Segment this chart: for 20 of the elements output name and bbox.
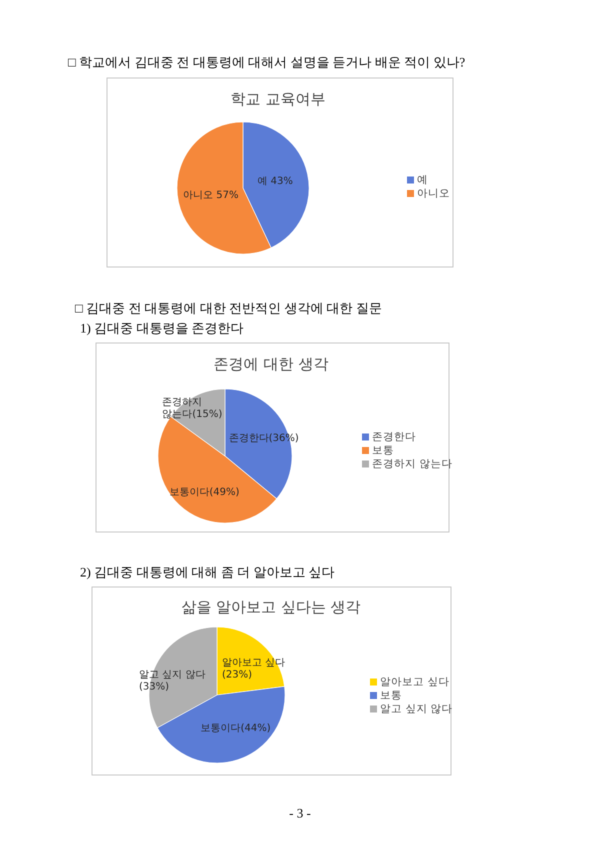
legend-label: 예 (417, 174, 428, 186)
text: 1) 김대중 대통령을 존경한다 (80, 320, 244, 336)
legend-label: 존경하지 않는다 (372, 458, 452, 470)
data-label: 아니오 57% (183, 190, 238, 201)
text: □ 학교에서 김대중 전 대통령에 대해서 설명을 듣거나 배운 적이 있나? (68, 54, 466, 70)
chart-title: 학교 교육여부 (230, 90, 326, 108)
legend-label: 보통 (372, 444, 394, 456)
legend-label: 알아보고 싶다 (380, 676, 450, 688)
chart-title: 존경에 대한 생각 (214, 355, 328, 373)
legend-label: 아니오 (417, 188, 450, 200)
legend-label: 보통 (380, 690, 402, 702)
data-label: 보통이다(44%) (200, 722, 271, 734)
text: - 3 - (289, 806, 311, 820)
data-label: 보통이다(49%) (169, 486, 240, 498)
legend-label: 알고 싶지 않다 (380, 703, 453, 715)
text: 2) 김대중 대통령에 대해 좀 더 알아보고 싶다 (80, 564, 335, 580)
chart-title: 삶을 알아보고 싶다는 생각 (181, 598, 361, 616)
text: □ 김대중 전 대통령에 대한 전반적인 생각에 대한 질문 (75, 300, 382, 316)
data-label: 예 43% (258, 175, 293, 186)
legend-label: 존경한다 (372, 431, 416, 443)
